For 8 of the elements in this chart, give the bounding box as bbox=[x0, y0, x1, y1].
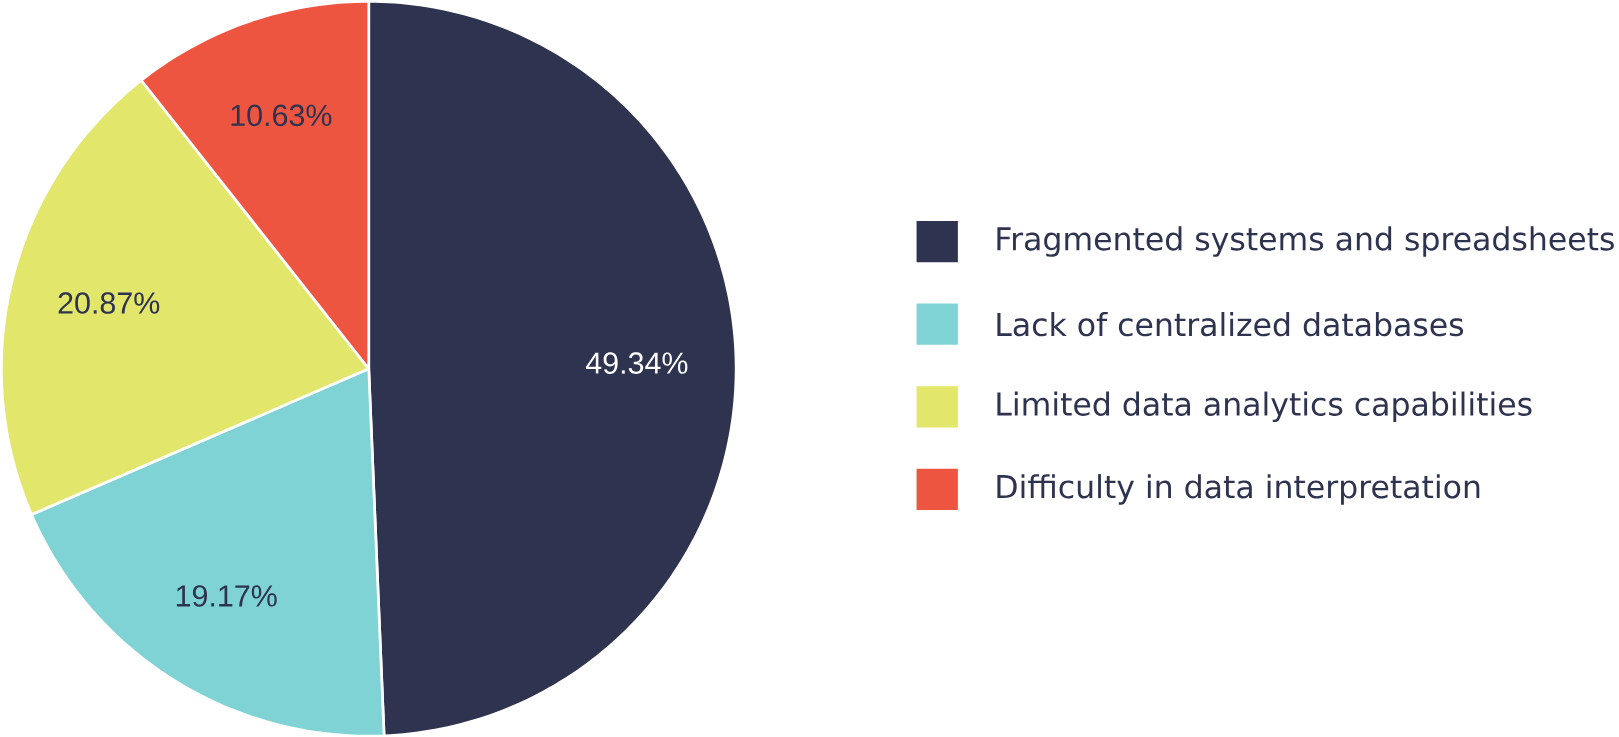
legend-label: Difficulty in data interpretation bbox=[997, 473, 1480, 505]
data-label: 20.87% bbox=[58, 292, 160, 314]
legend-label: Lack of centralized databases bbox=[997, 311, 1464, 337]
data-label: 49.34% bbox=[585, 352, 688, 374]
legend-label: Fragmented systems and spreadsheets bbox=[997, 226, 1614, 257]
data-label: 19.17% bbox=[176, 584, 277, 607]
legend-label: Limited data analytics capabilities bbox=[997, 391, 1532, 422]
data-label: 10.63% bbox=[231, 104, 332, 126]
